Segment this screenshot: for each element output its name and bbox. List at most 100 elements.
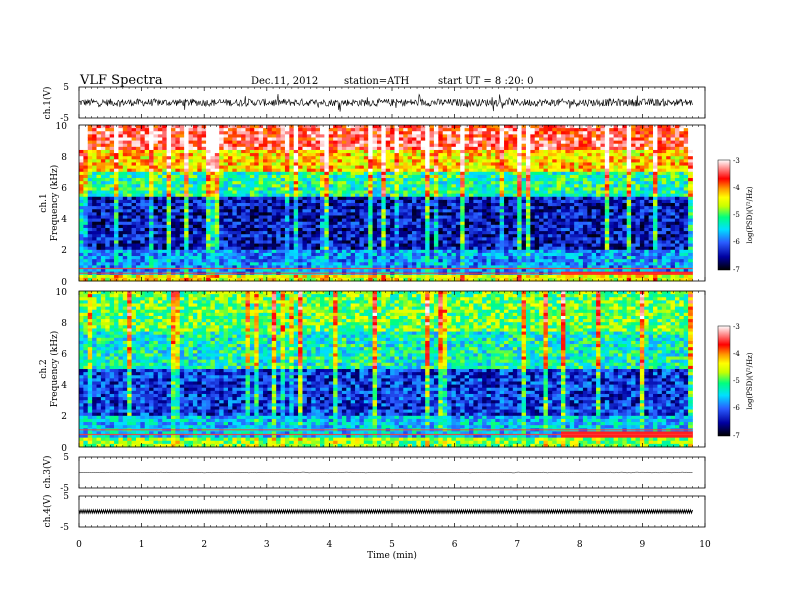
spectrogram-cell — [227, 162, 233, 166]
spectrogram-cell — [206, 240, 211, 244]
spectrogram-cell — [214, 199, 220, 204]
spectrogram-cell — [306, 215, 312, 219]
spectrogram-cell — [455, 268, 461, 273]
spectrogram-cell — [455, 246, 461, 251]
spectrogram-cell — [192, 181, 198, 185]
spectrogram-cell — [284, 165, 290, 170]
spectrogram-cell — [346, 256, 352, 260]
spectrogram-cell — [320, 190, 325, 195]
spectrogram-cell — [214, 227, 220, 232]
spectrogram-cell — [236, 149, 242, 154]
spectrogram-cell — [473, 249, 479, 254]
spectrogram-cell — [149, 240, 154, 244]
spectrogram-cell — [298, 174, 303, 179]
spectrogram-cell — [201, 143, 207, 148]
spectrogram-cell — [153, 156, 159, 160]
spectrogram-cell — [398, 221, 404, 226]
spectrogram-cell — [298, 178, 303, 182]
spectrogram-cell — [337, 206, 343, 210]
spectrogram-cell — [280, 146, 286, 151]
spectrogram-cell — [490, 131, 496, 135]
spectrogram-cell — [320, 224, 325, 229]
spectrogram-cell — [197, 190, 203, 195]
spectrogram-cell — [92, 168, 97, 173]
spectrogram-cell — [162, 234, 168, 238]
spectrogram-cell — [162, 199, 168, 204]
spectrogram-cell — [324, 237, 330, 241]
spectrogram-cell — [100, 156, 106, 160]
spectrogram-cell — [271, 168, 277, 173]
spectrogram-cell — [232, 218, 238, 223]
spectrogram-cell — [337, 234, 343, 238]
spectrogram-cell — [477, 268, 483, 273]
spectrogram-cell — [289, 146, 295, 151]
spectrogram-cell — [451, 165, 457, 170]
spectrogram-cell — [469, 212, 474, 216]
spectrogram-cell — [105, 234, 111, 238]
spectrogram-cell — [135, 193, 141, 198]
spectrogram-cell — [333, 199, 338, 204]
spectrogram-cell — [350, 162, 356, 166]
spectrogram-cell — [258, 128, 264, 132]
spectrogram-cell — [157, 243, 163, 248]
spectrogram-cell — [337, 265, 343, 269]
spectrogram-cell — [118, 252, 124, 257]
spectrogram-cell — [223, 256, 229, 260]
spectrogram-cell — [83, 221, 89, 226]
spectrogram-cell — [236, 246, 242, 251]
spectrogram-cell — [407, 162, 413, 166]
spectrogram-cell — [149, 209, 154, 213]
spectrogram-cell — [87, 268, 93, 273]
spectrogram-cell — [96, 137, 102, 141]
spectrogram-cell — [210, 128, 216, 132]
spectrogram-cell — [153, 196, 159, 201]
spectrogram-cell — [337, 240, 343, 244]
spectrogram-cell — [140, 199, 146, 204]
spectrogram-cell — [407, 168, 413, 173]
spectrogram-cell — [333, 128, 338, 132]
spectrogram-cell — [306, 224, 312, 229]
spectrogram-cell — [258, 171, 264, 176]
spectrogram-cell — [486, 199, 492, 204]
spectrogram-cell — [171, 149, 176, 154]
spectrogram-cell — [284, 274, 290, 279]
spectrogram-cell — [227, 174, 233, 179]
spectrogram-cell — [442, 168, 448, 173]
spectrogram-cell — [149, 153, 154, 157]
spectrogram-cell — [284, 174, 290, 179]
spectrogram-cell — [420, 224, 426, 229]
spectrogram-cell — [192, 125, 198, 129]
spectrogram-cell — [337, 187, 343, 191]
spectrogram-cell — [368, 215, 373, 219]
spectrogram-cell — [105, 196, 111, 201]
spectrogram-cell — [438, 215, 444, 219]
spectrogram-cell — [179, 221, 185, 226]
spectrogram-cell — [311, 240, 317, 244]
spectrogram-cell — [433, 153, 439, 157]
spectrogram-cell — [385, 215, 391, 219]
spectrogram-cell — [385, 221, 391, 226]
spectrogram-cell — [429, 218, 435, 223]
spectrogram-cell — [359, 156, 365, 160]
spectrogram-cell — [376, 193, 382, 198]
spectrogram-cell — [271, 199, 277, 204]
spectrogram-cell — [140, 181, 146, 185]
spectrogram-cell — [429, 262, 435, 266]
spectrogram-cell — [254, 159, 260, 163]
spectrogram-cell — [433, 237, 439, 241]
spectrogram-cell — [433, 156, 439, 160]
spectrogram-cell — [333, 174, 338, 179]
spectrogram-cell — [337, 184, 343, 188]
spectrogram-cell — [341, 156, 347, 160]
spectrogram-cell — [442, 203, 448, 207]
spectrogram-cell — [175, 187, 181, 191]
spectrogram-cell — [368, 224, 373, 229]
spectrogram-cell — [372, 240, 378, 244]
spectrogram-cell — [140, 274, 146, 279]
spectrogram-cell — [442, 146, 448, 151]
spectrogram-cell — [236, 146, 242, 151]
spectrogram-cell — [433, 209, 439, 213]
spectrogram-cell — [135, 184, 141, 188]
spectrogram-cell — [263, 259, 268, 263]
spectrogram-cell — [482, 234, 487, 238]
